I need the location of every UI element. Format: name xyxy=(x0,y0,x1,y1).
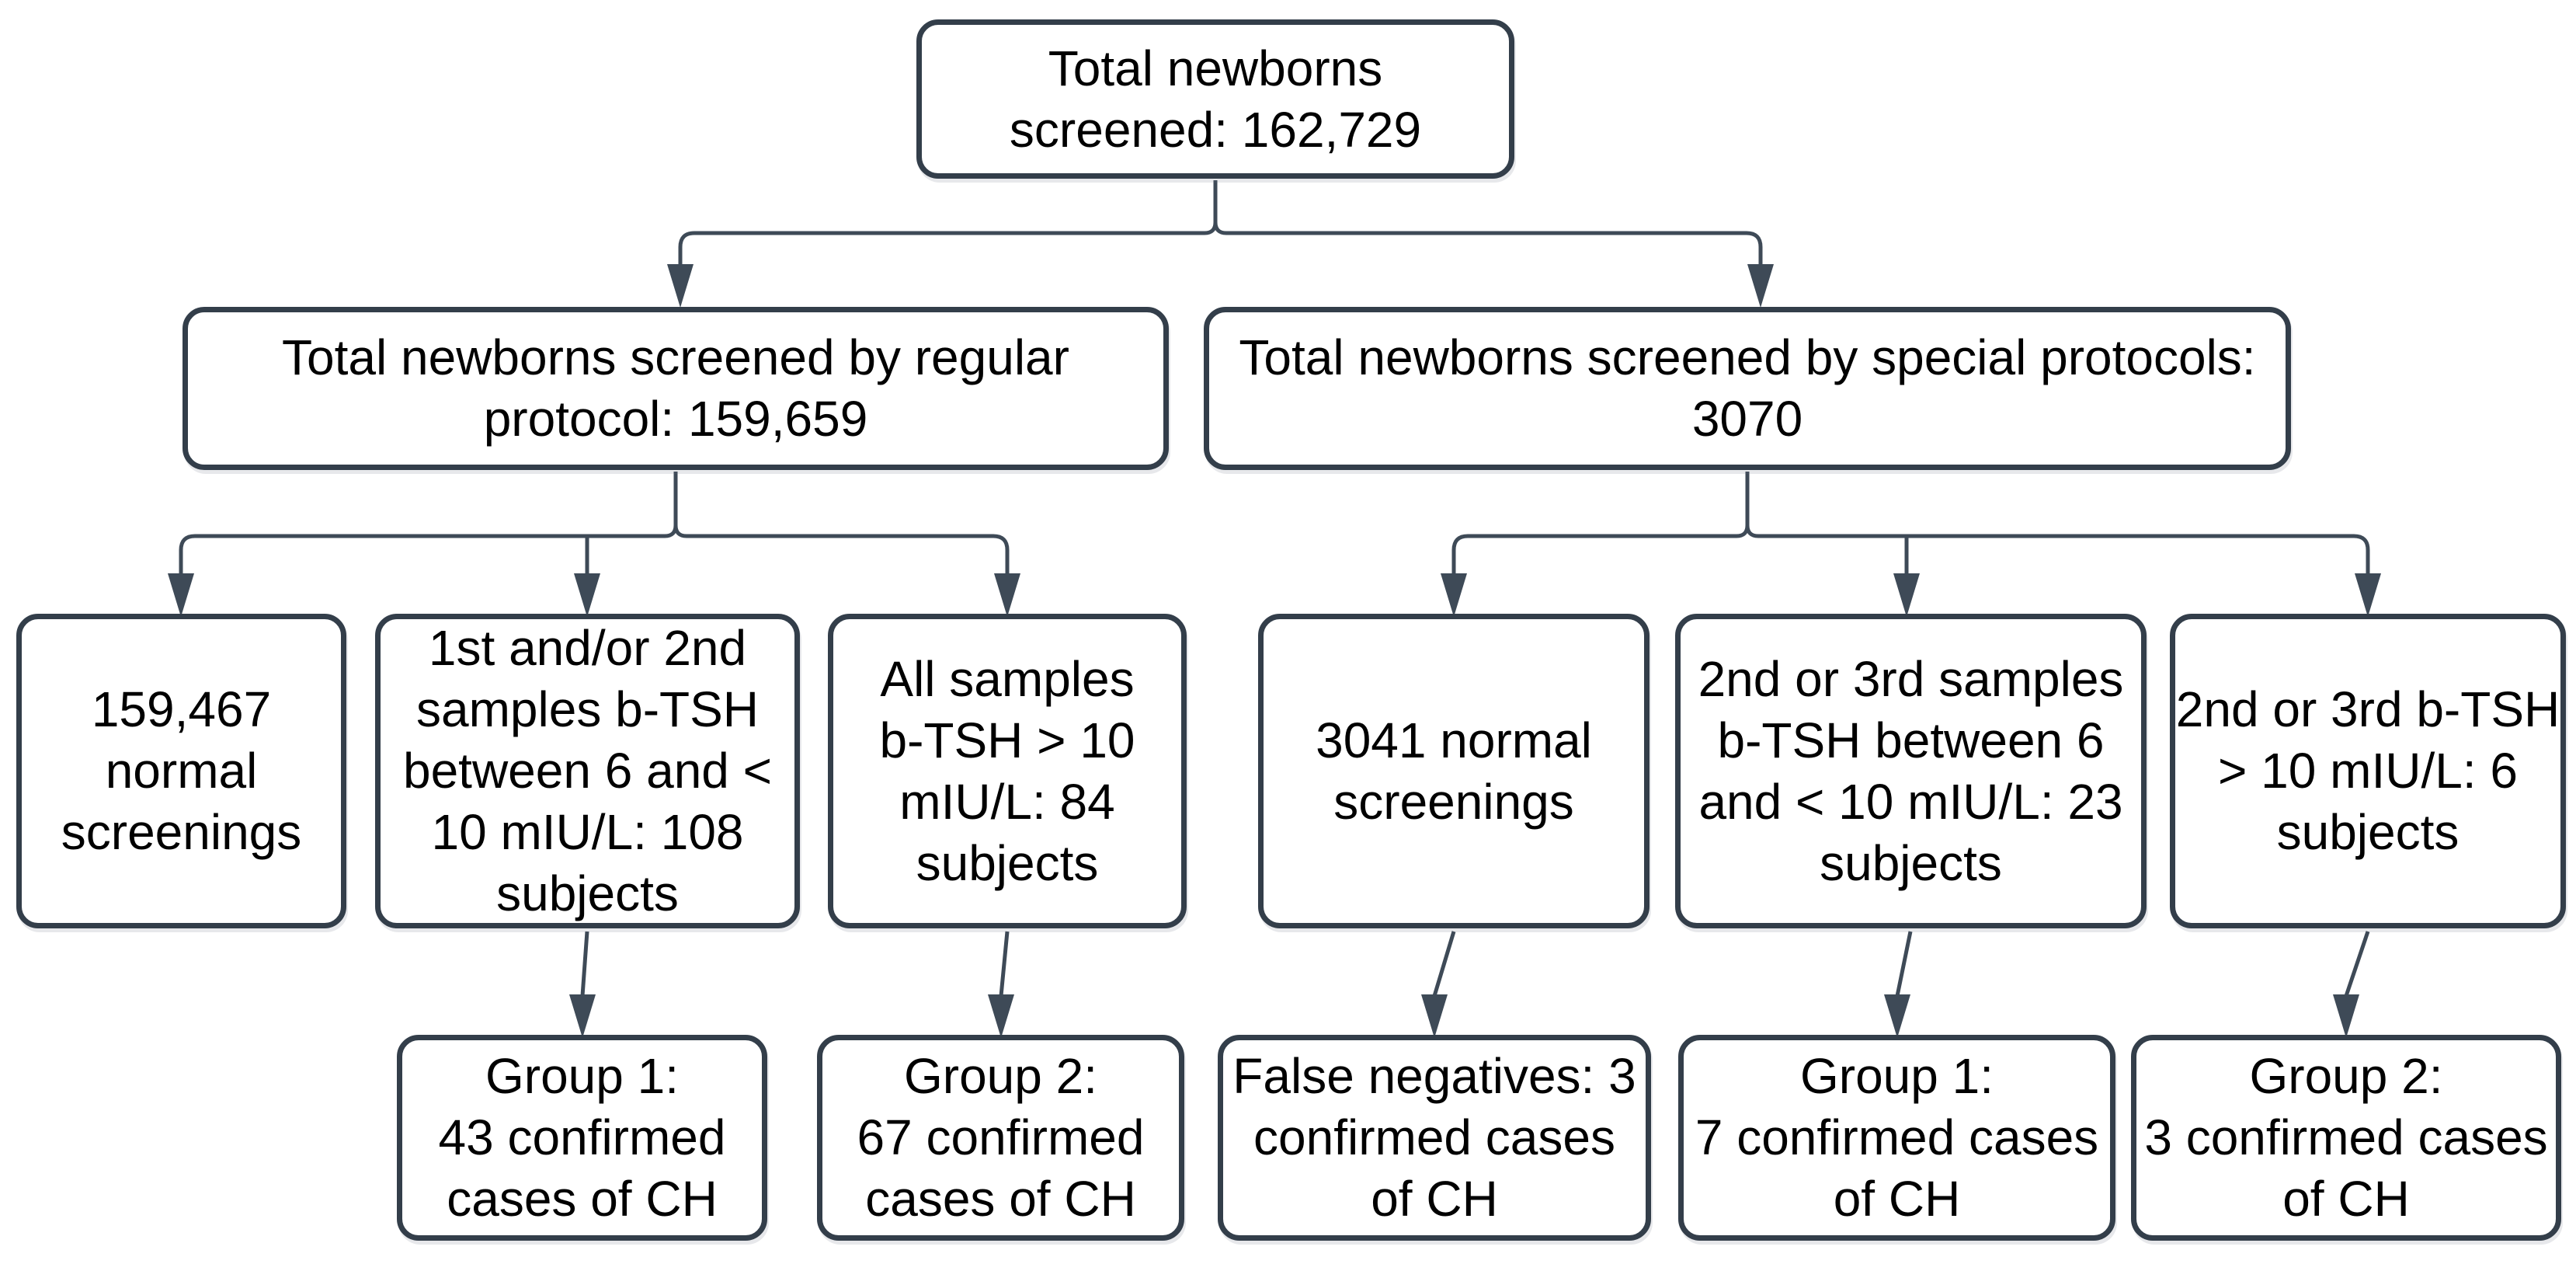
text-line: mIU/L: 84 xyxy=(899,773,1115,830)
text-line: subjects xyxy=(916,834,1099,891)
text-line: Group 2: xyxy=(2249,1048,2443,1104)
node-special-protocols: Total newborns screened by special proto… xyxy=(1204,307,2291,470)
text-line: screenings xyxy=(1333,773,1574,830)
text-line: b-TSH > 10 xyxy=(879,712,1135,768)
text-line: Group 1: xyxy=(1799,1048,1994,1104)
text-line: 3 confirmed cases xyxy=(2144,1109,2548,1165)
text-line: between 6 and < xyxy=(402,743,773,799)
text-line: False negatives: 3 xyxy=(1232,1048,1636,1104)
arrowhead-to-special-normal xyxy=(1441,573,1467,617)
connector-special-to-normal xyxy=(1441,472,1750,617)
arrowhead-to-special xyxy=(1747,264,1774,308)
node-special-high-tsh: 2nd or 3rd b-TSH > 10 mIU/L: 6 subjects xyxy=(2170,614,2566,928)
arrowhead-group1-regular xyxy=(569,994,596,1038)
node-regular-group1: Group 1: 43 confirmed cases of CH xyxy=(397,1035,767,1241)
text-line: and < 10 mIU/L: 23 xyxy=(1698,773,2123,830)
arrowhead-to-special-high xyxy=(2355,573,2381,617)
connector-borderline-to-group1-special xyxy=(1884,931,1913,1038)
text-line: subjects xyxy=(2276,804,2460,860)
text-line: Total newborns screened by regular xyxy=(282,329,1069,385)
node-regular-borderline-tsh: 1st and/or 2nd samples b-TSH between 6 and… xyxy=(375,614,800,928)
text-line: subjects xyxy=(1820,834,2002,891)
text-line: normal xyxy=(105,743,258,799)
text-line: 10 mIU/L: 108 xyxy=(431,804,744,860)
connector-borderline-to-group1-regular xyxy=(569,931,596,1038)
text-line: 67 confirmed xyxy=(857,1109,1145,1165)
arrowhead-to-regular-borderline xyxy=(574,573,600,617)
text-line: 1st and/or 2nd xyxy=(428,620,747,676)
connector-regular-to-borderline xyxy=(574,536,600,617)
text-line: protocol: 159,659 xyxy=(483,391,868,447)
text-line: screenings xyxy=(61,804,302,860)
text-line: cases of CH xyxy=(447,1171,718,1227)
text-line: Total newborns xyxy=(1048,40,1383,96)
text-line: 43 confirmed xyxy=(438,1109,726,1165)
connector-root-to-special xyxy=(1213,180,1774,308)
connector-high-to-group2-regular xyxy=(988,931,1014,1038)
text-line: confirmed cases xyxy=(1253,1109,1615,1165)
text-line: 3070 xyxy=(1691,391,1803,447)
node-regular-normal-screenings: 159,467 normal screenings xyxy=(16,614,346,928)
text-line: Total newborns screened by special proto… xyxy=(1239,329,2256,385)
text-line: samples b-TSH xyxy=(416,681,759,737)
node-total-screened: Total newborns screened: 162,729 xyxy=(916,19,1514,179)
node-special-group2: Group 2: 3 confirmed cases of CH xyxy=(2131,1035,2561,1241)
connector-high-to-group2-special xyxy=(2333,931,2370,1038)
node-special-normal-screenings: 3041 normal screenings xyxy=(1258,614,1650,928)
text-line: 7 confirmed cases xyxy=(1695,1109,2099,1165)
arrowhead-group2-special xyxy=(2333,994,2359,1038)
arrowhead-false-negatives xyxy=(1421,994,1448,1038)
text-line: screened: 162,729 xyxy=(1009,101,1422,158)
text-line: of CH xyxy=(1833,1171,1961,1227)
connector-root-to-regular xyxy=(667,180,1218,308)
text-line: 159,467 xyxy=(91,681,272,737)
text-line: 3041 normal xyxy=(1316,712,1592,768)
text-line: 2nd or 3rd b-TSH xyxy=(2175,681,2560,737)
text-line: b-TSH between 6 xyxy=(1717,712,2105,768)
text-line: All samples xyxy=(880,650,1135,707)
arrowhead-to-special-borderline xyxy=(1893,573,1920,617)
arrowhead-to-regular-high xyxy=(994,573,1020,617)
connector-special-to-high xyxy=(1745,472,2381,617)
node-false-negatives: False negatives: 3 confirmed cases of CH xyxy=(1218,1035,1651,1241)
node-regular-protocol: Total newborns screened by regular protoc… xyxy=(183,307,1169,470)
connector-normal-to-false-negatives xyxy=(1421,931,1456,1038)
connector-special-to-borderline xyxy=(1893,536,1920,617)
text-line: of CH xyxy=(2282,1171,2410,1227)
node-special-group1: Group 1: 7 confirmed cases of CH xyxy=(1678,1035,2115,1241)
text-line: Group 1: xyxy=(485,1048,680,1104)
node-regular-high-tsh: All samples b-TSH > 10 mIU/L: 84 subjects xyxy=(828,614,1187,928)
text-line: cases of CH xyxy=(865,1171,1136,1227)
text-line: subjects xyxy=(496,865,679,921)
arrowhead-group2-regular xyxy=(988,994,1014,1038)
text-line: Group 2: xyxy=(903,1048,1098,1104)
node-special-borderline-tsh: 2nd or 3rd samples b-TSH between 6 and < 1… xyxy=(1675,614,2147,928)
node-regular-group2: Group 2: 67 confirmed cases of CH xyxy=(817,1035,1184,1241)
text-line: of CH xyxy=(1371,1171,1498,1227)
text-line: 2nd or 3rd samples xyxy=(1698,650,2124,707)
connector-regular-to-normal xyxy=(168,472,678,617)
arrowhead-group1-special xyxy=(1884,994,1910,1038)
arrowhead-to-regular-normal xyxy=(168,573,194,617)
connector-regular-to-high xyxy=(673,472,1020,617)
text-line: > 10 mIU/L: 6 xyxy=(2218,743,2518,799)
arrowhead-to-regular xyxy=(667,264,694,308)
